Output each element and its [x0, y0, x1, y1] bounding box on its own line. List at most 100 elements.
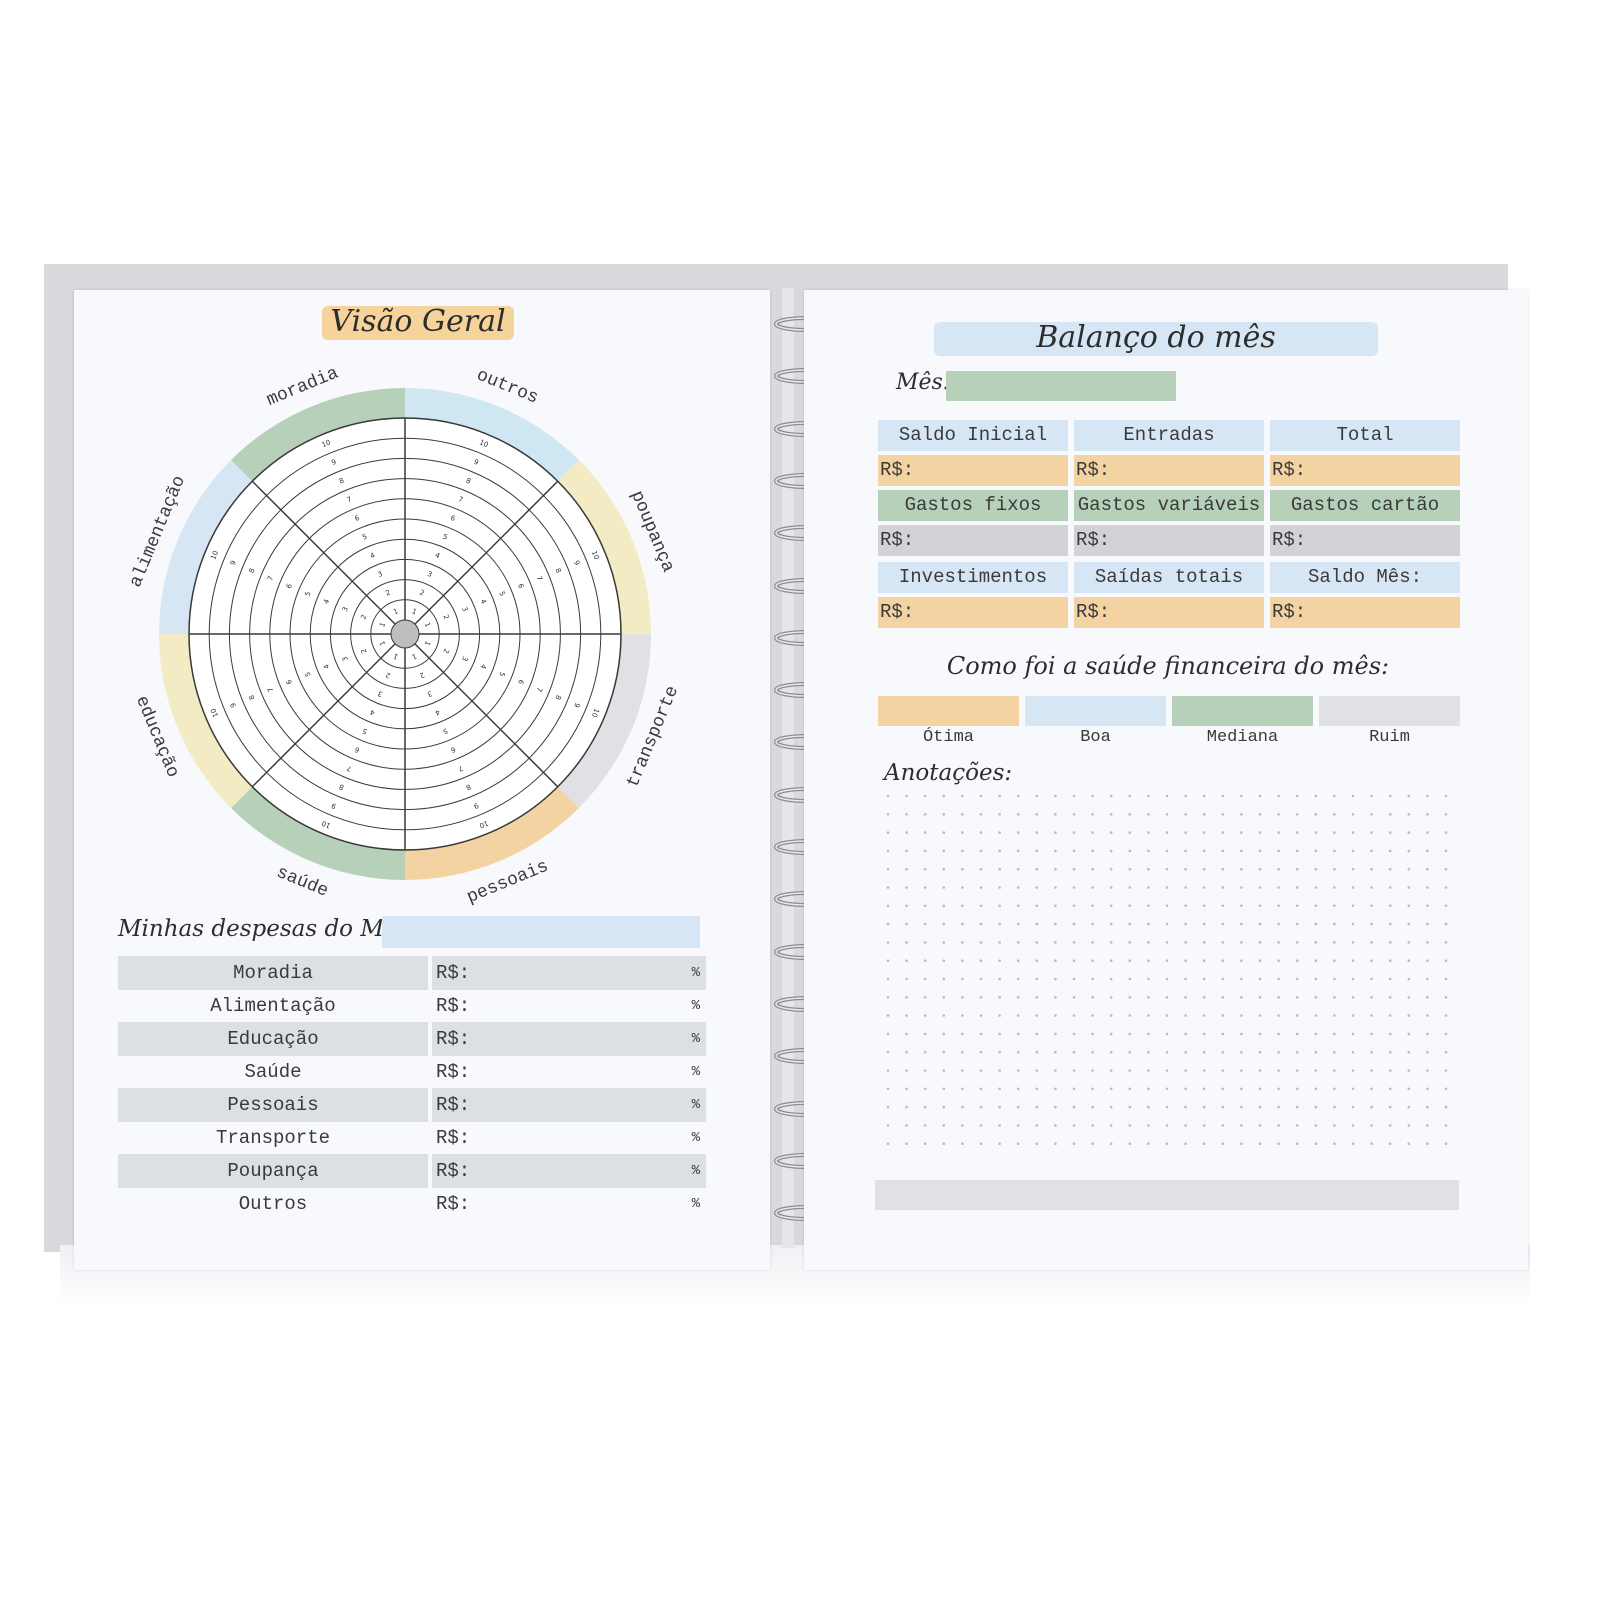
expense-percent-field[interactable]: %	[596, 1022, 706, 1056]
grid-dot	[1016, 849, 1020, 853]
wheel-scale-number: 10	[478, 819, 489, 830]
grid-dot	[923, 996, 927, 999]
summary-value-field[interactable]: R$:	[878, 597, 1068, 628]
grid-dot	[1258, 1124, 1262, 1127]
grid-dot	[1128, 867, 1132, 871]
grid-dot	[1184, 1014, 1187, 1017]
grid-dot	[1165, 1142, 1169, 1145]
expense-value-field[interactable]: R$:	[436, 995, 471, 1017]
expense-value-field[interactable]: R$:	[436, 1061, 471, 1083]
grid-dot	[905, 831, 908, 834]
grid-dot	[1240, 1069, 1243, 1072]
grid-dot	[1128, 1069, 1132, 1072]
expense-percent-field[interactable]: %	[596, 1154, 706, 1188]
grid-dot	[961, 904, 964, 908]
grid-dot	[1054, 996, 1057, 999]
wheel-scale-number: 4	[433, 708, 441, 717]
grid-dot	[923, 1124, 927, 1127]
grid-dot	[1128, 1032, 1132, 1036]
summary-value-field[interactable]: R$:	[1074, 525, 1264, 556]
grid-dot	[1407, 959, 1411, 962]
grid-dot	[1109, 1105, 1113, 1109]
grid-dot	[1444, 849, 1448, 853]
expense-percent-field[interactable]: %	[691, 1130, 700, 1146]
grid-dot	[979, 959, 983, 962]
expense-percent-field[interactable]: %	[596, 956, 706, 990]
grid-dot	[1240, 886, 1243, 889]
grid-dot	[942, 977, 946, 981]
health-option-swatch[interactable]	[878, 696, 1019, 726]
wheel-scale-number: 8	[465, 477, 472, 486]
expense-percent-field[interactable]: %	[691, 1064, 700, 1080]
wheel-scale-number: 3	[377, 689, 384, 698]
wheel-scale-number: 8	[248, 694, 257, 701]
grid-dot	[1240, 1124, 1243, 1127]
summary-value-field[interactable]: R$:	[878, 525, 1068, 556]
wheel-scale-number: 8	[553, 694, 562, 701]
life-wheel-chart: 1234567891012345678910123456789101234567…	[130, 363, 683, 908]
grid-dot	[1091, 849, 1094, 853]
month-input[interactable]	[946, 371, 1176, 401]
expense-category: Outros	[238, 1193, 308, 1215]
health-option-swatch[interactable]	[1319, 696, 1460, 726]
notes-dot-grid[interactable]	[880, 790, 1460, 1165]
grid-dot	[1165, 1050, 1169, 1054]
grid-dot	[1333, 1014, 1336, 1017]
expense-value-field[interactable]: R$:	[436, 1193, 471, 1215]
grid-dot	[1202, 996, 1206, 999]
grid-dot	[1370, 1050, 1373, 1054]
grid-dot	[1221, 922, 1225, 926]
grid-dot	[1072, 1087, 1076, 1091]
grid-dot	[1407, 1069, 1411, 1072]
grid-dot	[1035, 886, 1039, 889]
grid-dot	[1016, 959, 1020, 962]
health-option-label: Ótima	[922, 728, 974, 747]
expense-value-field[interactable]: R$:	[432, 1088, 596, 1122]
expense-value-field[interactable]: R$:	[432, 1154, 596, 1188]
grid-dot	[1202, 1087, 1206, 1091]
grid-dot	[1388, 996, 1392, 999]
grid-dot	[979, 867, 983, 871]
grid-dot	[1240, 1032, 1243, 1036]
summary-value-field[interactable]: R$:	[1074, 597, 1264, 628]
expense-value-field[interactable]: R$:	[436, 1127, 471, 1149]
expense-value-field[interactable]: R$:	[432, 1022, 596, 1056]
wheel-scale-number: 2	[384, 670, 391, 679]
summary-value-field[interactable]: R$:	[878, 455, 1068, 486]
grid-dot	[1370, 1124, 1373, 1127]
wheel-scale-number: 10	[590, 707, 601, 718]
grid-dot	[1147, 849, 1150, 853]
wheel-scale-number: 7	[535, 575, 544, 582]
grid-dot	[1277, 1032, 1280, 1036]
grid-dot	[942, 1105, 946, 1109]
expense-percent-field[interactable]: %	[691, 998, 700, 1014]
grid-dot	[1054, 904, 1057, 908]
grid-dot	[1202, 1069, 1206, 1072]
grid-dot	[1351, 1032, 1355, 1036]
grid-dot	[1054, 959, 1057, 962]
wheel-scale-number: 8	[553, 567, 562, 574]
expense-value-field[interactable]: R$:	[432, 956, 596, 990]
wheel-scale-number: 8	[338, 477, 345, 486]
grid-dot	[1351, 904, 1355, 908]
grid-dot	[1072, 904, 1076, 908]
health-option-swatch[interactable]	[1025, 696, 1166, 726]
summary-value-field[interactable]: R$:	[1270, 597, 1460, 628]
grid-dot	[923, 1050, 927, 1054]
expense-percent-field[interactable]: %	[596, 1088, 706, 1122]
health-option-swatch[interactable]	[1172, 696, 1313, 726]
expenses-month-field[interactable]	[382, 916, 700, 948]
grid-dot	[1351, 922, 1355, 926]
grid-dot	[961, 977, 964, 981]
grid-dot	[886, 813, 890, 816]
grid-dot	[979, 922, 983, 926]
grid-dot	[1370, 1069, 1373, 1072]
summary-value-field[interactable]: R$:	[1270, 455, 1460, 486]
grid-dot	[1277, 1069, 1280, 1072]
expense-percent-field[interactable]: %	[691, 1196, 700, 1212]
grid-dot	[979, 977, 983, 981]
grid-dot	[1333, 794, 1336, 798]
summary-value-field[interactable]: R$:	[1270, 525, 1460, 556]
grid-dot	[1388, 849, 1392, 853]
summary-value-field[interactable]: R$:	[1074, 455, 1264, 486]
